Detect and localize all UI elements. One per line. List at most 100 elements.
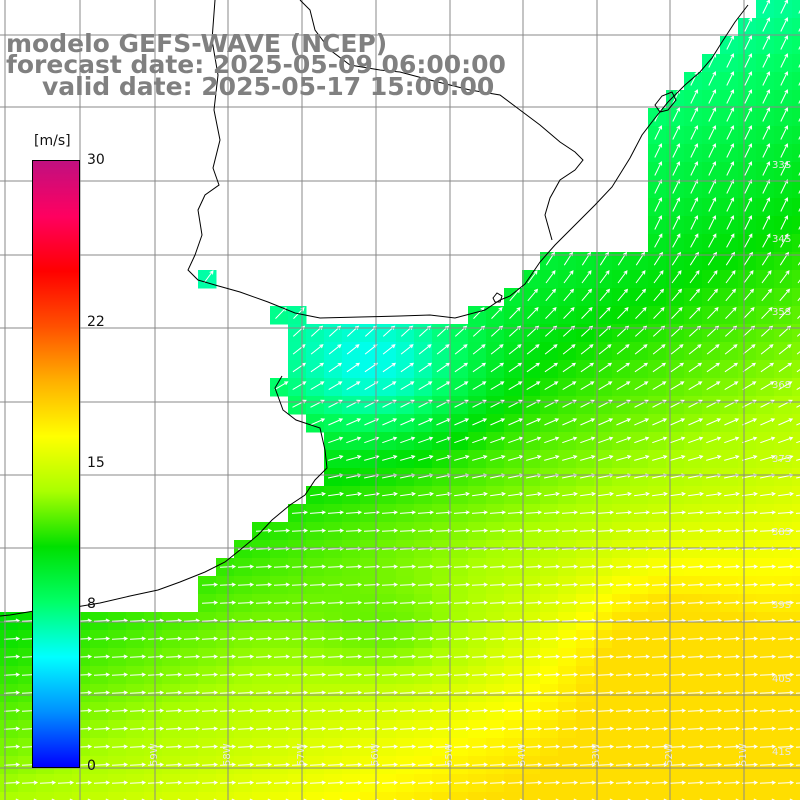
latitude-label: 36S [772,380,792,391]
wind-arrow [345,726,363,731]
wind-arrow [489,780,507,785]
wind-arrow [255,582,273,587]
wind-arrow [744,35,753,50]
wind-arrow [381,726,399,731]
wind-arrow [129,780,147,785]
wind-arrow [417,564,435,569]
wind-arrow [671,307,683,319]
wind-arrow [579,708,597,713]
wind-arrow [417,672,435,677]
wind-arrow [652,455,668,461]
wind-arrow [309,654,327,659]
wind-arrow [597,672,615,677]
wind-arrow [615,654,633,659]
wind-arrow [635,288,647,302]
wind-arrow [795,692,800,694]
wind-arrow [795,746,800,748]
wind-arrow [580,362,595,373]
wind-arrow [779,307,791,319]
wind-arrow [762,197,771,212]
wind-arrow [598,455,614,461]
wind-speed-cell [792,162,800,181]
wind-speed-cell [558,792,577,800]
wind-speed-cell [792,702,800,721]
wind-arrow [670,455,686,461]
wind-arrow [453,636,471,641]
wind-arrow [744,125,753,140]
wind-arrow [165,672,183,677]
wind-arrow [777,726,795,731]
wind-arrow [669,690,687,695]
wind-arrow [237,564,255,569]
wind-arrow [617,307,629,319]
wind-arrow [453,762,471,767]
wind-arrow [708,197,717,212]
wind-arrow [237,708,255,713]
wind-arrow [544,491,560,497]
wind-speed-cell [72,792,91,800]
wind-arrow [762,17,771,32]
wind-arrow [743,270,754,284]
wind-arrow [382,418,398,426]
wind-arrow [726,233,735,248]
wind-arrow [689,270,700,284]
wind-arrow [435,582,453,587]
wind-arrow [93,654,111,659]
coastline [0,0,749,617]
wind-arrow [346,362,361,373]
wind-arrow [705,708,723,713]
wind-arrow [525,654,543,659]
wind-arrow [328,381,343,391]
wind-arrow [598,436,614,444]
wind-speed-cell [324,792,343,800]
wind-arrow [616,436,632,444]
wind-arrow [203,270,214,284]
wind-arrow [670,418,686,426]
wind-arrow [777,582,795,587]
latitude-label: 38S [772,527,792,538]
wind-arrow [724,418,740,426]
wind-arrow [237,636,255,641]
wind-arrow [599,270,610,284]
wind-arrow [255,780,273,785]
wind-arrow [525,762,543,767]
wind-arrow [580,491,596,497]
wind-arrow [778,362,793,373]
wind-arrow [724,455,740,461]
wind-arrow [777,528,795,533]
wind-arrow [634,381,649,391]
longitude-label: 51W [738,743,749,766]
wind-arrow [21,780,39,785]
wind-arrow [796,440,800,444]
wind-arrow [111,762,129,767]
wind-arrow [309,744,327,749]
wind-arrow [706,455,722,461]
wind-arrow [435,600,453,605]
wind-arrow [527,270,538,284]
wind-arrow [708,71,717,86]
wind-arrow [201,600,219,605]
wind-arrow [744,107,753,122]
wind-arrow [471,510,489,515]
wind-speed-cell [720,792,739,800]
wind-arrow [453,744,471,749]
wind-arrow [652,436,668,444]
latitude-label: 34S [772,234,792,245]
wind-arrow [454,344,468,355]
wind-arrow [237,654,255,659]
wind-arrow [651,672,669,677]
wind-arrow [201,582,219,587]
wind-arrow [399,780,417,785]
wind-arrow [561,510,579,515]
wind-arrow [399,672,417,677]
wind-speed-cell [792,18,800,37]
wind-arrow [579,528,597,533]
wind-arrow [436,362,451,373]
wind-arrow [508,418,524,426]
wind-arrow [705,528,723,533]
wind-arrow [759,636,777,641]
wind-speed-cell [792,72,800,91]
wind-arrow [471,672,489,677]
wind-arrow [273,636,291,641]
wind-arrow [615,762,633,767]
